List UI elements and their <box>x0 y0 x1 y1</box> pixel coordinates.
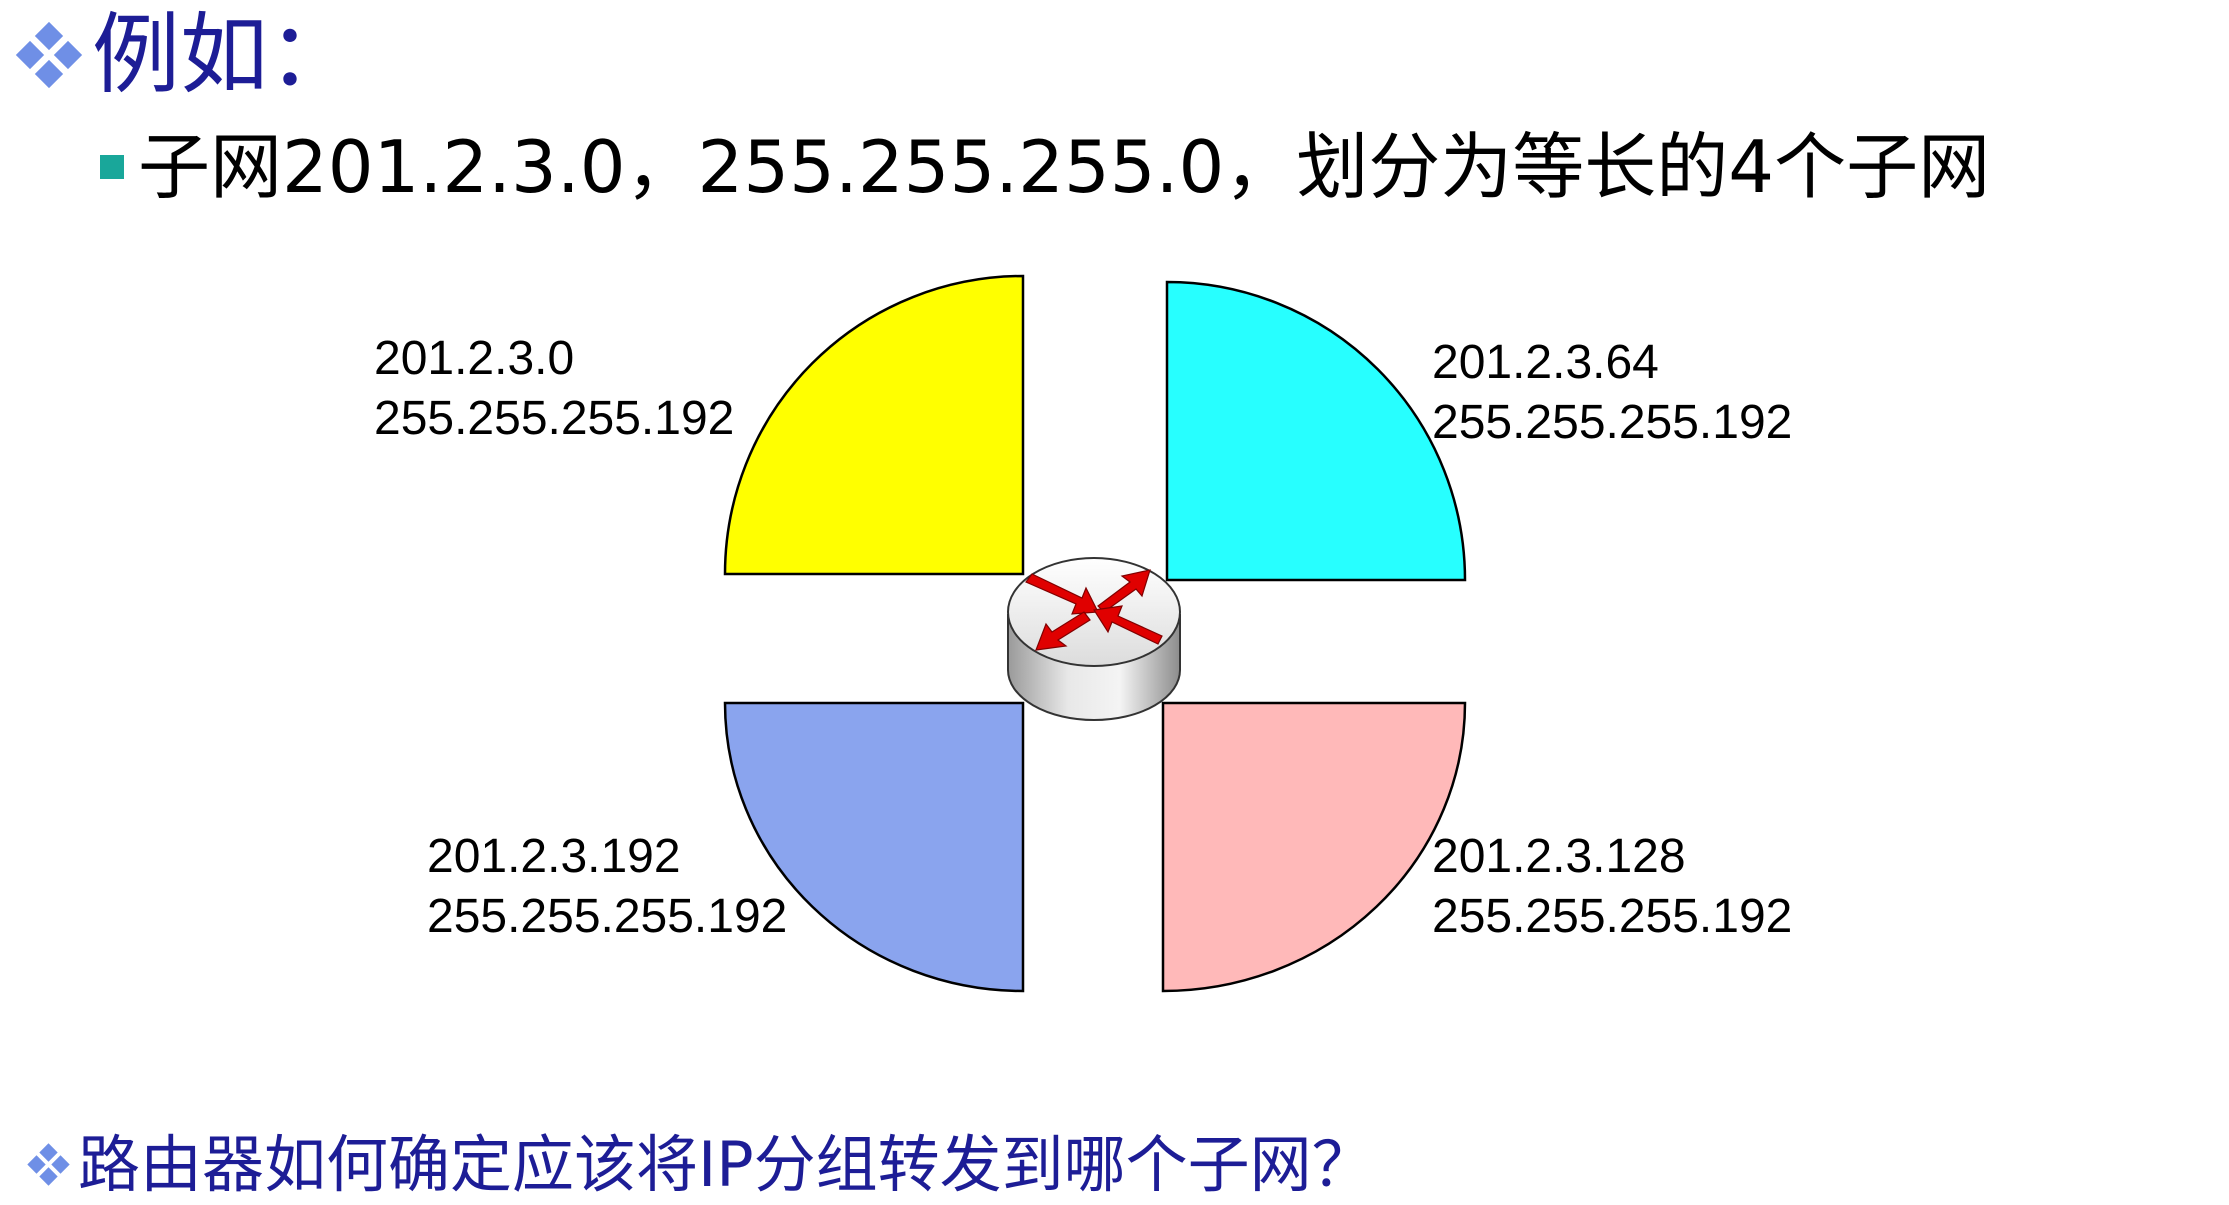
subnet-label-bottom-right: 201.2.3.128 255.255.255.192 <box>1432 830 1792 943</box>
subnet-label-top-right: 201.2.3.64 255.255.255.192 <box>1432 336 1792 449</box>
title-text: 例如： <box>92 3 357 106</box>
subnet-mask: 255.255.255.192 <box>374 392 734 445</box>
square-bullet-icon <box>100 155 124 179</box>
question-text: 路由器如何确定应该将IP分组转发到哪个子网？ <box>78 1128 1374 1201</box>
router-arrows-icon <box>1025 569 1163 651</box>
subtitle-text: 子网201.2.3.0，255.255.255.0，划分为等长的4个子网 <box>138 125 1991 209</box>
network-address: 201.2.3.0 <box>374 332 574 385</box>
network-address: 201.2.3.64 <box>1432 336 1659 389</box>
router-icon <box>1007 557 1181 721</box>
subnet-quadrant-bottom-left <box>723 701 1025 993</box>
slide-title: 例如： <box>14 0 356 110</box>
network-address: 201.2.3.192 <box>427 830 681 883</box>
subnet-label-top-left: 201.2.3.0 255.255.255.192 <box>374 332 734 445</box>
diamond-bullet-icon <box>26 1142 72 1188</box>
subnet-label-bottom-left: 201.2.3.192 255.255.255.192 <box>427 830 787 943</box>
subnet-quadrant-top-right <box>1165 280 1467 582</box>
subnet-quadrant-bottom-right <box>1161 701 1467 993</box>
subnet-mask: 255.255.255.192 <box>427 890 787 943</box>
subnet-quadrant-top-left <box>723 274 1025 576</box>
network-address: 201.2.3.128 <box>1432 830 1686 883</box>
subtitle-line: 子网201.2.3.0，255.255.255.0，划分为等长的4个子网 <box>100 112 1990 222</box>
subnet-mask: 255.255.255.192 <box>1432 396 1792 449</box>
question-line: 路由器如何确定应该将IP分组转发到哪个子网？ <box>26 1125 1374 1205</box>
subnet-mask: 255.255.255.192 <box>1432 890 1792 943</box>
